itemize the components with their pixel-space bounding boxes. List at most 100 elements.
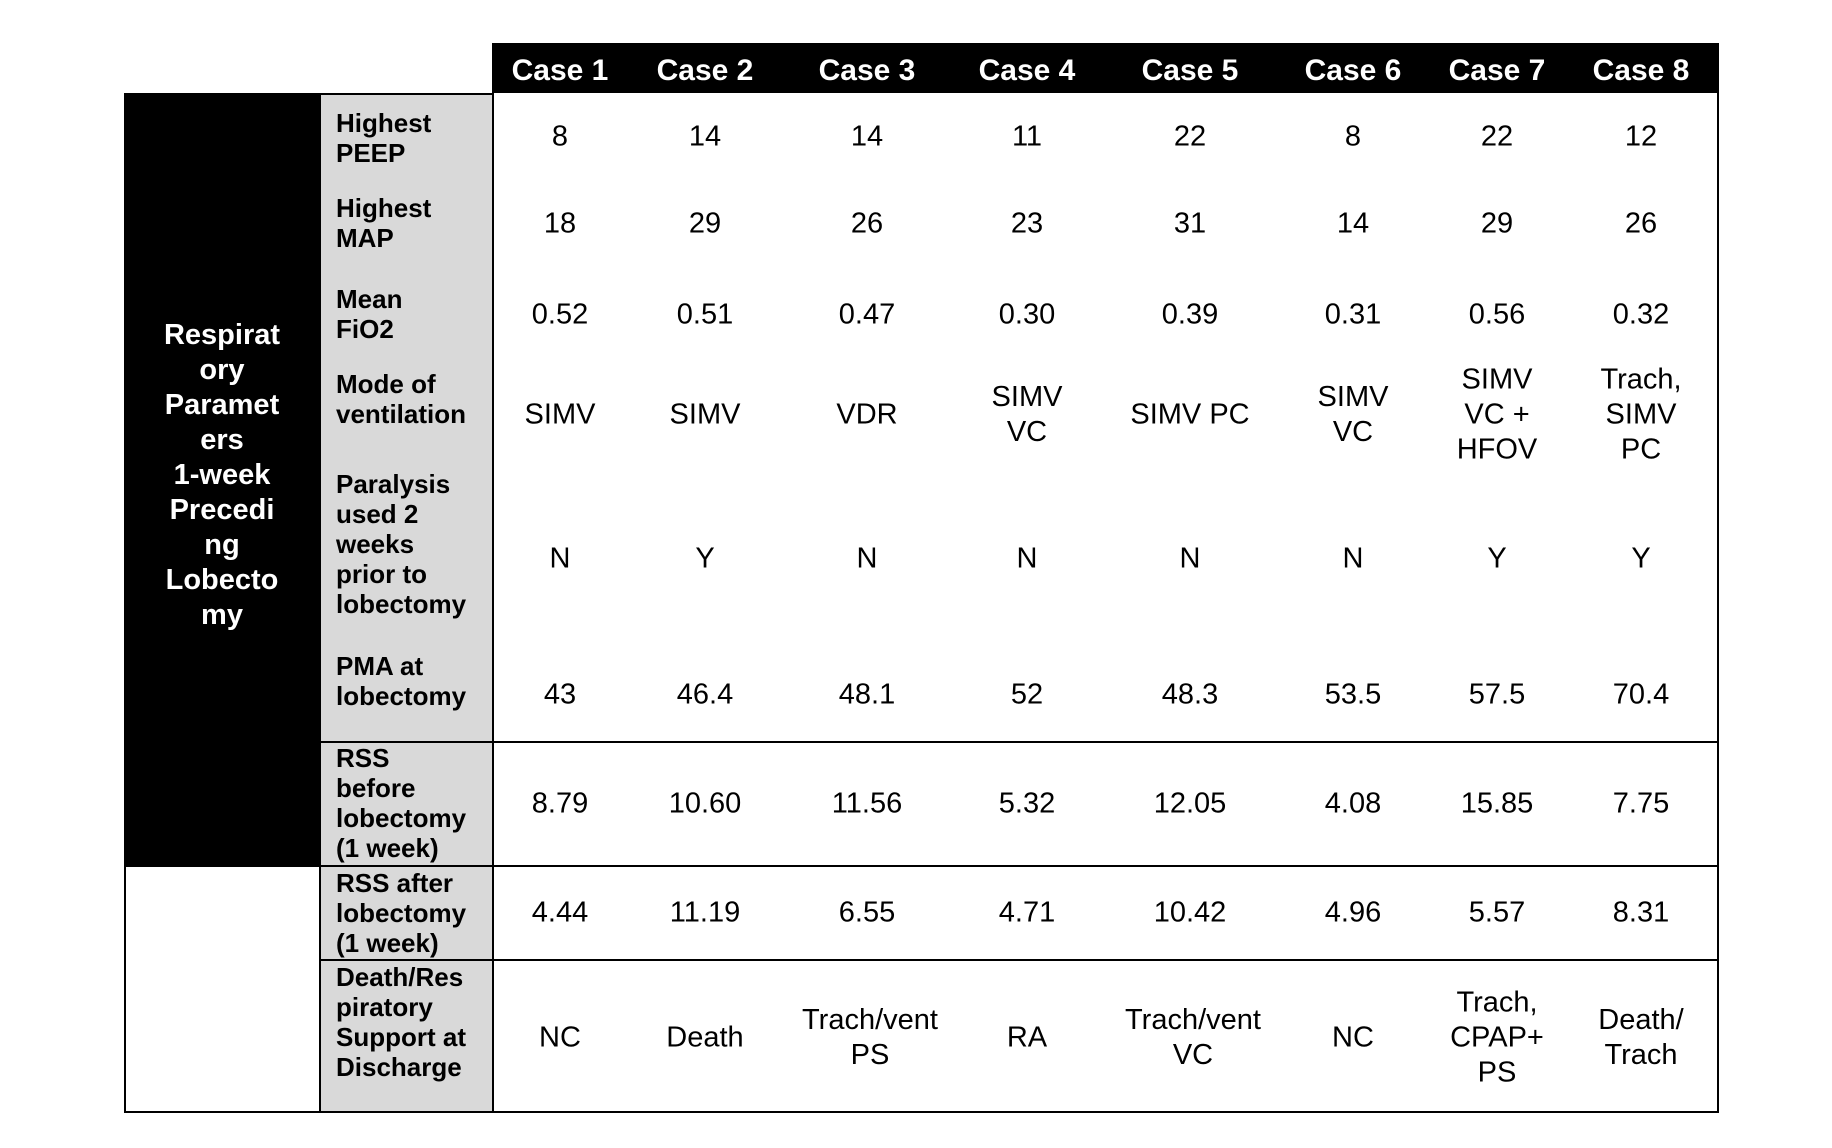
grid-line [320,741,1719,743]
table-cell: 0.30 [998,298,1056,331]
table-cell: 29 [1480,207,1514,240]
table-cell: 48.1 [838,678,896,711]
row-label-paralysis: Paralysis used 2 weeks prior to lobectom… [336,469,467,619]
table-cell: 26 [1624,207,1658,240]
row-label-mean-fio2: Mean FiO2 [336,284,403,344]
table-cell: 5.57 [1468,896,1526,929]
side-label-text: Respirat ory Paramet ers 1-week Precedi … [163,319,281,631]
table-cell: 14 [688,120,722,153]
table-cell: N [1342,542,1364,575]
row-label-death-support: Death/Res piratory Support at Discharge [336,962,466,1082]
table-cell: 46.4 [676,678,734,711]
grid-line [320,959,1719,961]
table-cell: 6.55 [838,896,896,929]
grid-line [124,1111,1719,1113]
case-header: Case 5 [1141,54,1239,87]
table-cell: N [549,542,571,575]
table-cell: 8 [1344,120,1362,153]
table-cell: N [1016,542,1038,575]
table-cell: 29 [688,207,722,240]
row-label-highest-map: Highest MAP [336,193,432,253]
table-cell: 12 [1624,120,1658,153]
case-header: Case 2 [656,54,754,87]
table-cell: 8.31 [1612,896,1670,929]
table-cell: SIMV VC [991,381,1063,448]
table-cell: 26 [850,207,884,240]
case-header: Case 8 [1592,54,1690,87]
case-header: Case 6 [1304,54,1402,87]
grid-line [124,93,493,95]
table-cell: 70.4 [1612,678,1670,711]
table-cell: NC [539,1021,581,1054]
table-cell: 4.96 [1324,896,1382,929]
grid-line [124,93,126,1113]
table-cell: 23 [1010,207,1044,240]
table-cell: SIMV VC [1317,381,1389,448]
table-cell: 5.32 [998,787,1056,820]
table-cell: SIMV VC + HFOV [1456,363,1538,466]
table-cell: 0.47 [838,298,896,331]
table-cell: 0.39 [1161,298,1219,331]
table-cell: 0.56 [1468,298,1526,331]
grid-line [492,43,494,1113]
table-cell: 8.79 [531,787,589,820]
table-cell: SIMV PC [1130,398,1250,431]
table-cell: Trach/vent PS [802,1004,938,1071]
table-cell: 8 [551,120,569,153]
table-cell: Y [1631,542,1651,575]
table-cell: Y [1487,542,1507,575]
table-cell: 22 [1480,120,1514,153]
case-header: Case 4 [978,54,1076,87]
table-cell: 10.42 [1153,896,1227,929]
row-label-rss-before: RSS before lobectomy (1 week) [336,743,467,863]
table-cell: 31 [1173,207,1207,240]
grid-line [1717,43,1719,1113]
grid-line [124,865,1719,867]
table-cell: 52 [1010,678,1044,711]
table-cell: 14 [1336,207,1370,240]
table-cell: 11.19 [669,896,741,929]
table-cell: SIMV [524,398,596,431]
table-cell: VDR [836,398,898,431]
case-header-row: Case 1 Case 2 Case 3 Case 4 Case 5 Case … [493,43,1719,93]
table-cell: Trach, SIMV PC [1600,363,1682,466]
table-cell: 0.32 [1612,298,1670,331]
table-cell: 12.05 [1153,787,1227,820]
case-header: Case 3 [818,54,916,87]
table-cell: 48.3 [1161,678,1219,711]
table-cell: 4.71 [998,896,1056,929]
table-cell: 4.08 [1324,787,1382,820]
table-cell: 57.5 [1468,678,1526,711]
table-cell: 22 [1173,120,1207,153]
row-label-mode-of-ventilation: Mode of ventilation [336,369,467,429]
grid-line [319,93,321,1113]
section-side-label: Respirat ory Paramet ers 1-week Precedi … [124,93,320,866]
table-cell: 7.75 [1612,787,1670,820]
table-cell: 4.44 [531,896,589,929]
table-cell: 11 [1011,120,1043,153]
table-cell: Death/ Trach [1598,1004,1684,1071]
table-cell: N [1179,542,1201,575]
table-cell: RA [1006,1021,1048,1054]
table-cell: Y [695,542,715,575]
table-cell: 0.31 [1324,298,1382,331]
case-header: Case 1 [511,54,609,87]
table-cell: 43 [543,678,577,711]
table-cell: Trach, CPAP+ PS [1450,986,1544,1089]
row-label-rss-after: RSS after lobectomy (1 week) [336,868,467,958]
row-label-column [320,93,493,1113]
table-cell: 0.52 [531,298,589,331]
table-cell: Death [666,1021,744,1054]
table-cell: SIMV [669,398,741,431]
table-cell: 53.5 [1324,678,1382,711]
table-cell: N [856,542,878,575]
table-cell: 15.85 [1460,787,1534,820]
case-header: Case 7 [1448,54,1546,87]
table-cell: 18 [543,207,577,240]
table-cell: 0.51 [676,298,734,331]
table-cell: 11.56 [831,787,903,820]
table-cell: NC [1332,1021,1374,1054]
row-label-pma-at-lobectomy: PMA at lobectomy [336,651,467,711]
table-cell: 10.60 [668,787,742,820]
row-label-highest-peep: Highest PEEP [336,108,432,168]
